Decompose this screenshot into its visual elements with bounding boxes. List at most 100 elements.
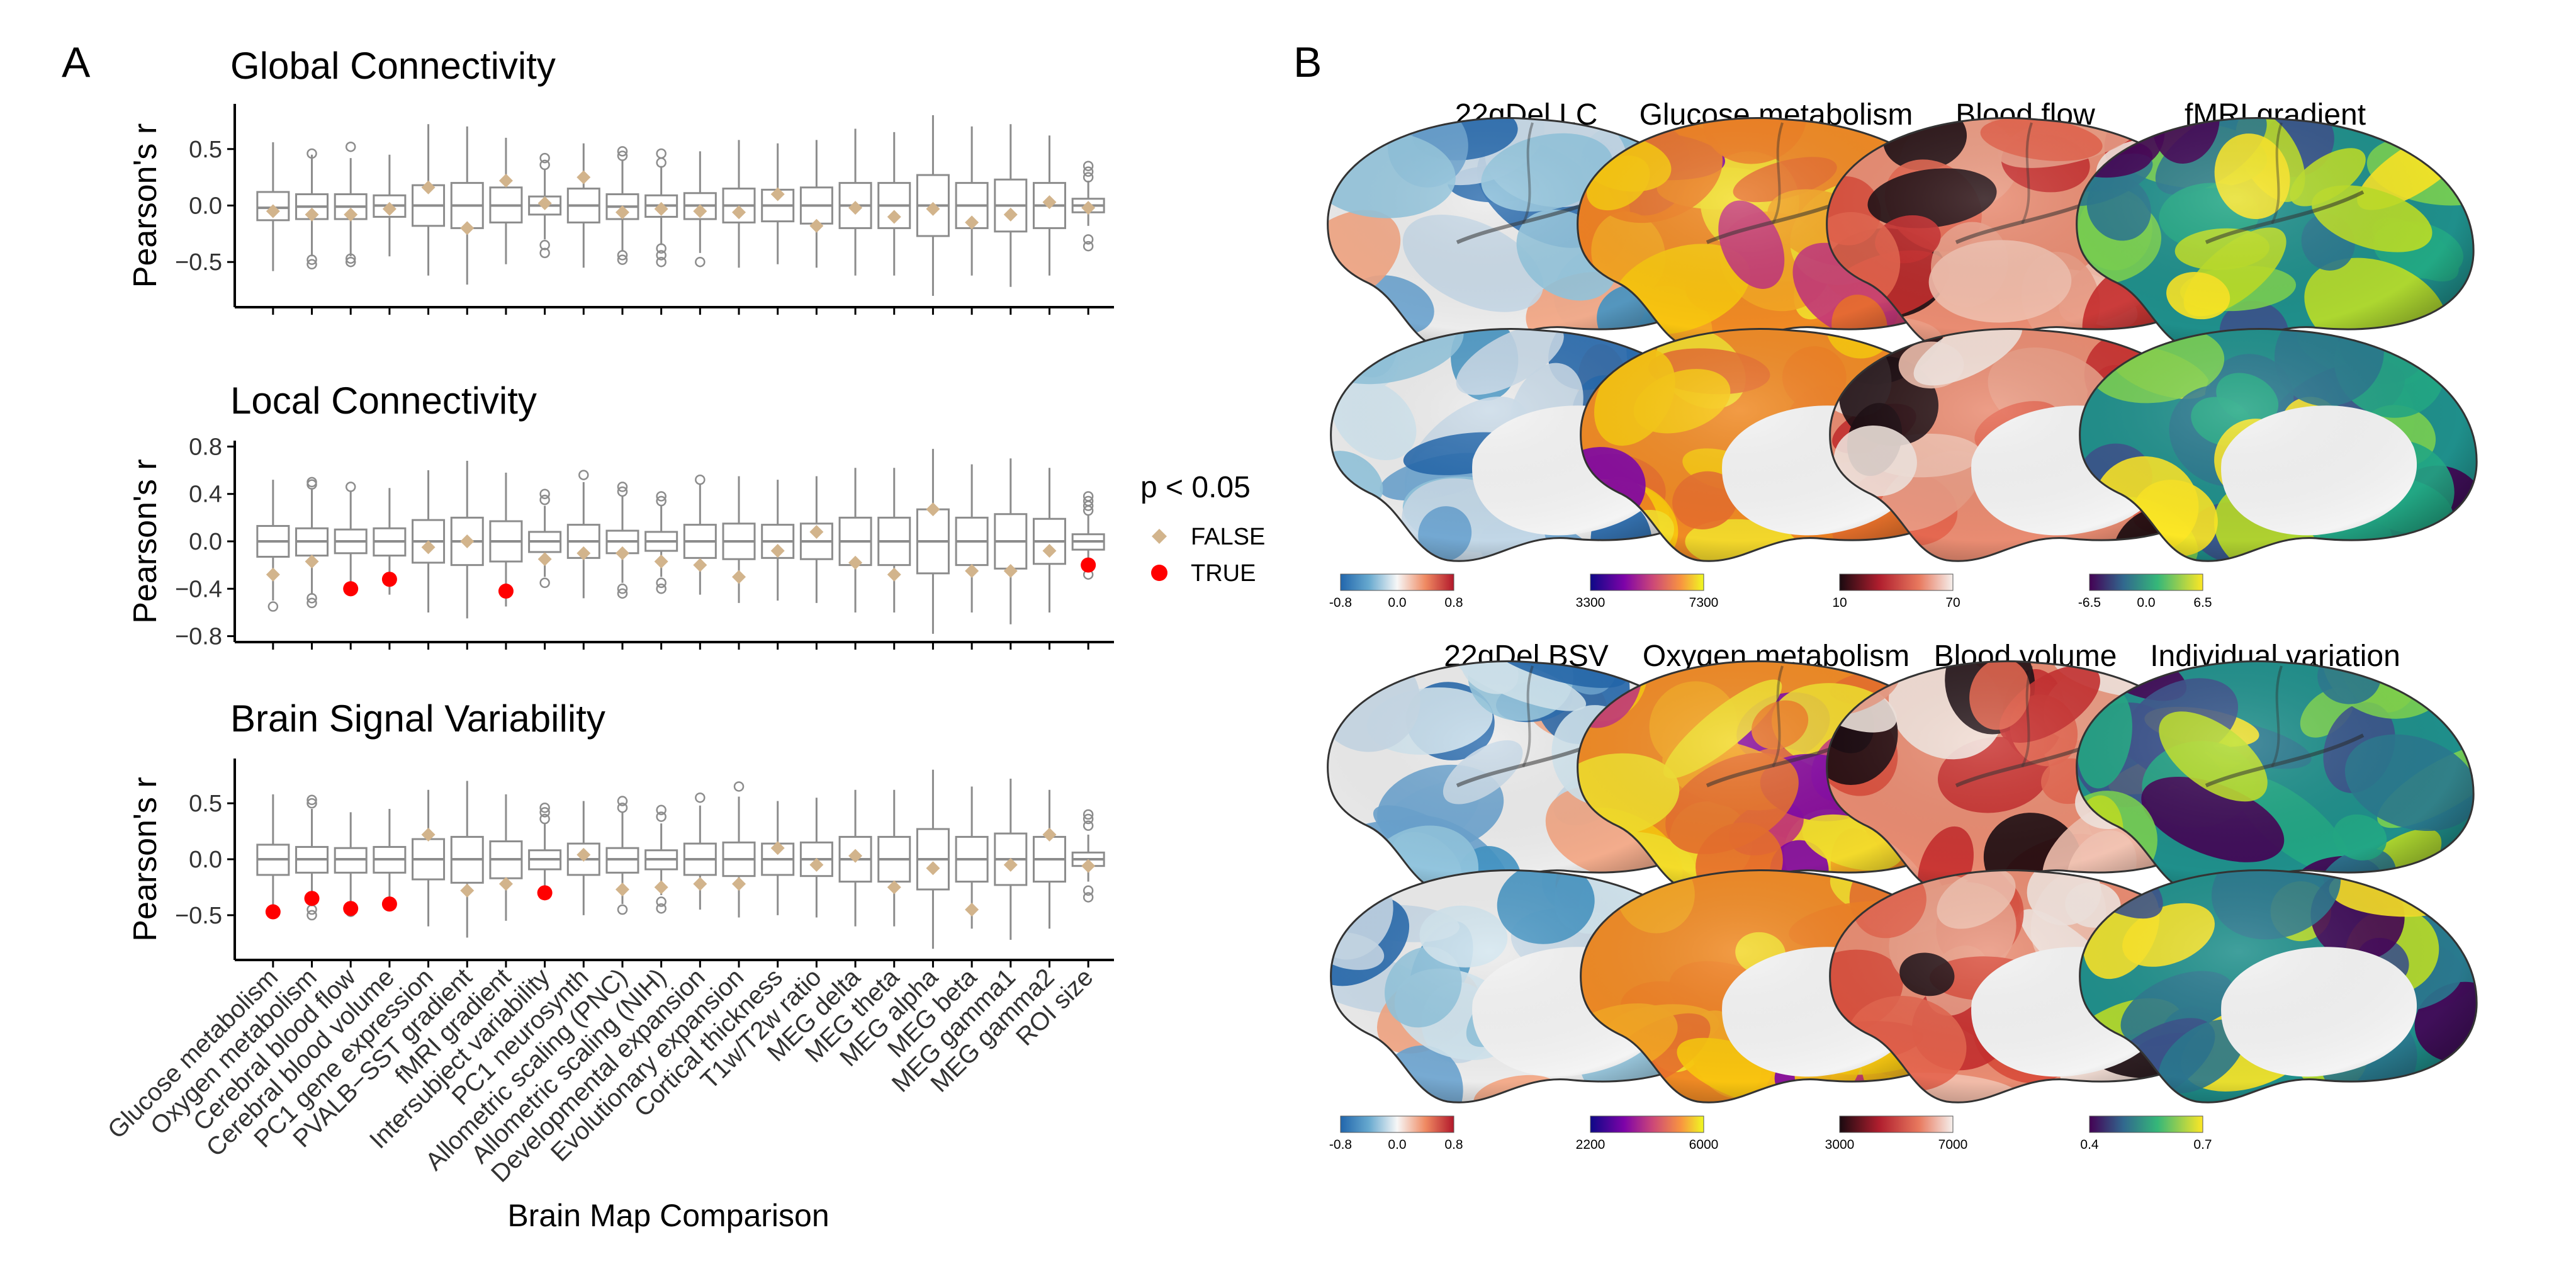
legend-false-symbol xyxy=(1152,529,1167,544)
outlier-point xyxy=(539,488,550,499)
colorbar-tick-label: -0.8 xyxy=(1329,1137,1352,1152)
observed-point xyxy=(615,883,629,896)
box-3 xyxy=(334,812,368,968)
outlier-point xyxy=(656,896,666,907)
box-13 xyxy=(722,140,756,315)
box-17 xyxy=(877,468,911,650)
outlier-point xyxy=(1083,234,1094,245)
outlier-point xyxy=(539,152,550,164)
observed-point xyxy=(344,207,358,222)
box-8 xyxy=(528,152,562,315)
box-7 xyxy=(489,794,523,968)
outlier-point xyxy=(307,910,317,921)
y-axis-label: Pearson's r xyxy=(127,459,164,623)
outlier-point xyxy=(1083,172,1094,183)
box-3 xyxy=(334,141,368,315)
observed-significant-point xyxy=(498,584,514,599)
brain-shading xyxy=(2076,661,2474,894)
outlier-point xyxy=(617,588,628,599)
box-8 xyxy=(528,802,562,968)
box-2 xyxy=(295,148,329,315)
outlier-point xyxy=(617,146,628,157)
observed-point xyxy=(926,861,940,876)
colorbar-tick-label: 0.8 xyxy=(1444,1137,1463,1152)
box-21 xyxy=(1032,789,1066,968)
observed-significant-point xyxy=(381,896,397,912)
outlier-point xyxy=(617,584,628,594)
box-22 xyxy=(1071,491,1105,650)
observed-point xyxy=(577,546,591,560)
colorbar xyxy=(2089,573,2203,591)
box-11 xyxy=(644,148,678,315)
outlier-point xyxy=(617,150,628,161)
observed-point xyxy=(770,187,785,201)
box-5 xyxy=(412,789,446,968)
observed-point xyxy=(537,552,552,567)
box-2 xyxy=(295,477,329,650)
box-10 xyxy=(605,796,639,968)
box-18 xyxy=(916,115,950,315)
observed-point xyxy=(577,847,591,862)
outlier-point xyxy=(617,250,628,261)
outlier-point xyxy=(656,811,666,822)
observed-point xyxy=(693,558,707,572)
observed-point xyxy=(732,570,746,584)
box-1 xyxy=(256,142,290,315)
observed-point xyxy=(1081,201,1096,215)
brain-outline xyxy=(2076,660,2475,894)
outlier-point xyxy=(617,904,628,915)
observed-point xyxy=(1003,207,1018,222)
y-tick-label: 0.0 xyxy=(189,193,222,220)
observed-point xyxy=(460,883,475,898)
boxplot-chart: Brain Signal Variability Pearson's r −0.5 0… xyxy=(103,697,1114,1233)
y-tick-label: −0.8 xyxy=(175,624,222,650)
outlier-point xyxy=(539,240,550,251)
observed-point xyxy=(732,877,746,891)
brain-outline xyxy=(2079,869,2478,1103)
outlier-point xyxy=(695,474,706,485)
outlier-point xyxy=(1083,495,1094,507)
observed-point xyxy=(266,204,280,218)
box-7 xyxy=(489,137,523,315)
outlier-point xyxy=(656,495,666,507)
legend-title: p < 0.05 xyxy=(1140,471,1251,504)
observed-point xyxy=(460,534,475,548)
boxplot-chart: Global Connectivity Pearson's r −0.5 0.0 0.5 xyxy=(127,45,1114,315)
observed-point xyxy=(654,880,668,894)
box-20 xyxy=(994,124,1028,315)
y-tick-label: 0.0 xyxy=(189,847,222,873)
observed-point xyxy=(498,174,513,188)
observed-point xyxy=(382,201,397,216)
outlier-point xyxy=(1083,491,1094,502)
outlier-point xyxy=(1083,892,1094,903)
box-16 xyxy=(838,468,872,650)
panel-label-b: B xyxy=(1293,38,1322,86)
outlier-point xyxy=(539,159,550,171)
outlier-point xyxy=(307,597,317,609)
observed-point xyxy=(1042,195,1057,210)
box-7 xyxy=(489,472,523,650)
panel-label-a: A xyxy=(62,38,91,86)
outlier-point xyxy=(617,796,628,806)
box-18 xyxy=(916,769,950,968)
outlier-point xyxy=(656,148,666,159)
outlier-point xyxy=(345,141,356,152)
observed-point xyxy=(770,841,785,855)
outlier-point xyxy=(345,253,356,264)
observed-point xyxy=(1042,827,1057,842)
box-9 xyxy=(566,801,600,968)
colorbar xyxy=(2089,1115,2203,1133)
box-14 xyxy=(761,801,795,968)
box-13 xyxy=(722,781,756,968)
outlier-point xyxy=(1083,166,1094,177)
outlier-point xyxy=(617,482,628,492)
box-4 xyxy=(373,809,407,968)
observed-point xyxy=(498,877,513,891)
outlier-point xyxy=(1083,885,1094,896)
box-6 xyxy=(450,781,484,968)
outlier-point xyxy=(656,243,666,254)
observed-point xyxy=(421,827,436,842)
box-3 xyxy=(334,482,368,650)
colorbar xyxy=(1590,1115,1704,1133)
box-8 xyxy=(528,488,562,650)
